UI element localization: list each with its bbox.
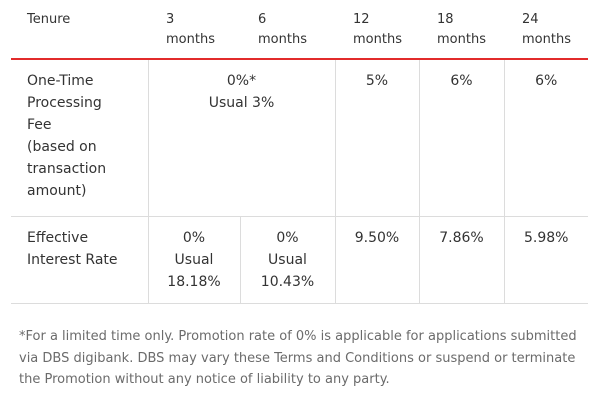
effective-interest-rate-row: Effective Interest Rate 0% Usual 18.18% … [11, 216, 588, 304]
processing-fee-label-line: (based on [27, 139, 97, 155]
processing-fee-label-line: One-Time [27, 73, 94, 89]
effective-rate-3-months-usual-label: Usual [174, 252, 214, 268]
processing-fee-promo-value: 0%* [226, 73, 257, 89]
processing-fee-12-months: 5% [334, 59, 419, 217]
effective-interest-rate-label-line: Effective [27, 230, 89, 246]
promotion-footnote: *For a limited time only. Promotion rate… [19, 329, 577, 387]
processing-fee-usual-value: Usual 3% [208, 95, 275, 111]
header-18-months-unit: months [437, 32, 486, 47]
header-24-months-unit: months [522, 32, 571, 47]
processing-fee-label-line: Fee [27, 117, 52, 133]
header-24-months: 24 months [504, 0, 588, 60]
processing-fee-18-months: 6% [418, 59, 504, 217]
header-3-months-number: 3 [166, 12, 175, 27]
header-tenure: Tenure [11, 0, 148, 60]
effective-rate-18-months: 7.86% [418, 216, 504, 304]
processing-fee-24-months: 6% [503, 59, 588, 217]
header-12-months: 12 months [335, 0, 419, 60]
header-6-months: 6 months [240, 0, 335, 60]
header-18-months-number: 18 [437, 12, 454, 27]
header-12-months-unit: months [353, 32, 402, 47]
effective-rate-3-months-usual-value: 18.18% [167, 274, 221, 290]
effective-interest-rate-label-line: Interest Rate [27, 252, 118, 268]
effective-rate-6-months-usual-value: 10.43% [260, 274, 315, 290]
processing-fee-label-line: transaction [27, 161, 107, 177]
header-row: Tenure 3 months 6 months 12 months 18 mo… [11, 0, 588, 60]
header-18-months: 18 months [419, 0, 504, 60]
header-6-months-unit: months [258, 32, 307, 47]
processing-fee-row: One-Time Processing Fee (based on transa… [11, 59, 588, 217]
header-6-months-number: 6 [258, 12, 267, 27]
effective-rate-6-months-promo: 0% [276, 230, 299, 246]
effective-rate-24-months: 5.98% [503, 216, 588, 304]
effective-rate-3-months-promo: 0% [182, 230, 206, 246]
header-24-months-number: 24 [522, 12, 539, 27]
header-3-months-unit: months [166, 32, 215, 47]
effective-rate-12-months: 9.50% [334, 216, 419, 304]
processing-fee-3-6-months: 0%* Usual 3% [147, 59, 335, 217]
processing-fee-label-line: Processing [27, 95, 102, 111]
processing-fee-label: One-Time Processing Fee (based on transa… [11, 59, 148, 217]
header-3-months: 3 months [148, 0, 240, 60]
installment-rates-table: Tenure 3 months 6 months 12 months 18 mo… [11, 0, 588, 304]
effective-interest-rate-label: Effective Interest Rate [11, 216, 148, 304]
effective-rate-3-months: 0% Usual 18.18% [147, 216, 240, 304]
effective-rate-6-months: 0% Usual 10.43% [239, 216, 335, 304]
header-12-months-number: 12 [353, 12, 370, 27]
effective-rate-6-months-usual-label: Usual [268, 252, 307, 268]
processing-fee-label-line: amount) [27, 183, 87, 199]
